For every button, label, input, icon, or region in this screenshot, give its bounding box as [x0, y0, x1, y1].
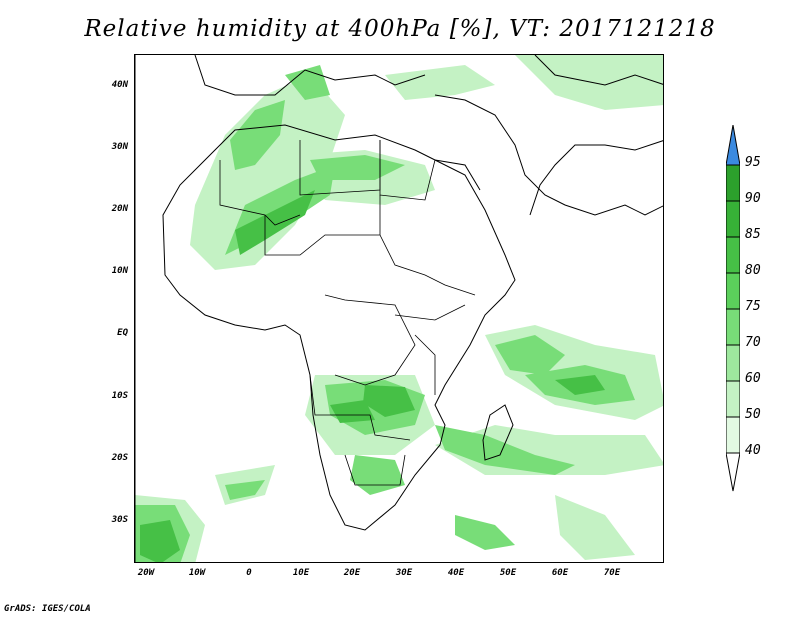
- colorbar-label-85: 85: [745, 227, 761, 242]
- lon-label-20w: 20W: [137, 568, 155, 578]
- colorbar-band-60: [726, 344, 740, 382]
- map-svg: [135, 55, 663, 562]
- lon-label-40e: 40E: [447, 568, 465, 578]
- colorbar-label-75: 75: [745, 299, 761, 314]
- map-panel: [134, 54, 664, 563]
- lon-label-10e: 10E: [292, 568, 310, 578]
- humidity-light: [135, 55, 663, 562]
- colorbar-label-50: 50: [745, 407, 761, 422]
- lon-label-50e: 50E: [499, 568, 517, 578]
- lon-label-0: 0: [246, 568, 252, 578]
- country-borders: [219, 140, 476, 486]
- colorbar-label-90: 90: [745, 191, 761, 206]
- colorbar-label-70: 70: [745, 335, 761, 350]
- lat-label-30n: 30N: [111, 142, 128, 152]
- colorbar-label-40: 40: [745, 443, 761, 458]
- colorbar: [726, 125, 740, 492]
- lat-label-30s: 30S: [111, 515, 128, 525]
- chart-title: Relative humidity at 400hPa [%], VT: 201…: [84, 16, 716, 42]
- colorbar-band-40: [726, 416, 740, 454]
- colorbar-label-80: 80: [745, 263, 761, 278]
- colorbar-band-75: [726, 272, 740, 310]
- colorbar-band-80: [726, 236, 740, 274]
- lat-label-20n: 20N: [111, 204, 128, 214]
- humidity-dark: [140, 190, 605, 562]
- lon-label-30e: 30E: [395, 568, 413, 578]
- lon-label-20e: 20E: [343, 568, 361, 578]
- colorbar-band-70: [726, 308, 740, 346]
- lon-label-60e: 60E: [551, 568, 569, 578]
- lon-label-10w: 10W: [188, 568, 206, 578]
- coastlines: [162, 55, 663, 531]
- colorbar-label-60: 60: [745, 371, 761, 386]
- lat-label-eq: EQ: [117, 328, 128, 338]
- colorbar-label-95: 95: [745, 155, 761, 170]
- colorbar-band-85: [726, 200, 740, 238]
- colorbar-top-arrow: [726, 125, 740, 166]
- colorbar-band-50: [726, 380, 740, 418]
- lat-label-20s: 20S: [111, 453, 128, 463]
- lat-label-10n: 10N: [111, 266, 128, 276]
- lon-label-70e: 70E: [603, 568, 621, 578]
- colorbar-bottom-arrow: [726, 452, 740, 492]
- colorbar-band-90: [726, 164, 740, 202]
- credit-text: GrADS: IGES/COLA: [4, 604, 91, 614]
- lat-label-40n: 40N: [111, 80, 128, 90]
- lat-label-10s: 10S: [111, 391, 128, 401]
- humidity-medium: [135, 65, 635, 562]
